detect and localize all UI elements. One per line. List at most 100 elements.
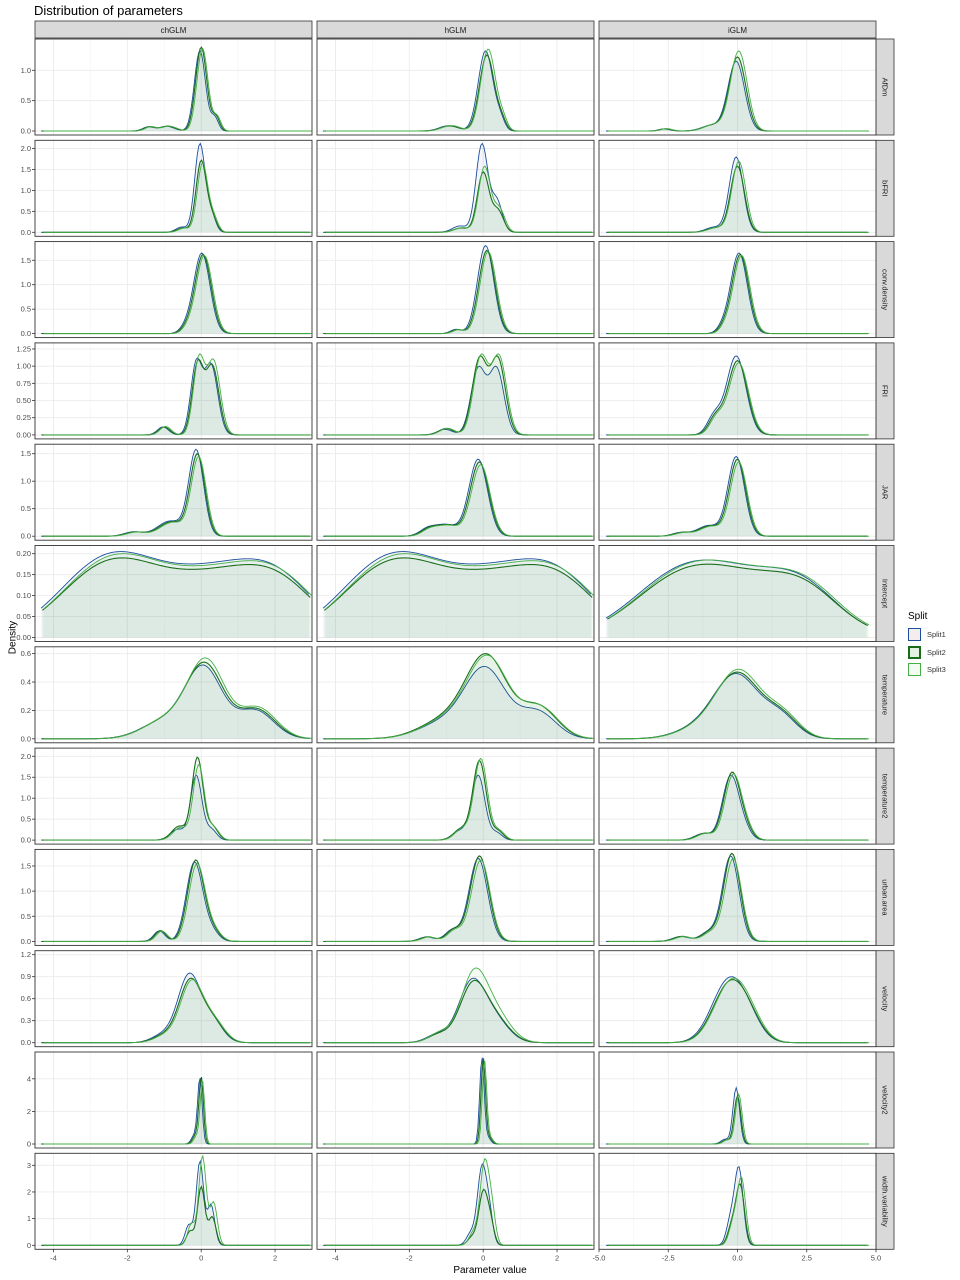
x-tick-label: -5.0 [593, 1253, 606, 1262]
y-tick-label: 0.50 [16, 396, 31, 405]
panel-intercept-iglm [598, 545, 877, 642]
y-tick-label: 1.0 [21, 280, 31, 289]
density-line-split3 [325, 464, 594, 537]
panel-background [35, 140, 312, 237]
facet-strip-label-velocity: velocity [881, 986, 890, 1011]
density-area-split3 [325, 655, 594, 739]
y-tick-label: 0 [27, 1140, 31, 1149]
panel-bfri-hglm [316, 139, 595, 237]
y-tick-label: 0.5 [21, 504, 31, 513]
panel-afdm-chglm: 0.0 0.5 1.0 [21, 38, 313, 136]
density-area-split2 [607, 672, 868, 739]
y-tick-label: 1.0 [21, 186, 31, 195]
density-line-split3 [43, 657, 312, 740]
panel-velocity-iglm [598, 950, 877, 1048]
y-tick-label: 0.00 [16, 633, 31, 642]
y-tick-label: 0.0 [21, 228, 31, 237]
legend-item-split1: Split1 [908, 626, 946, 644]
panel-jar-chglm: 0.0 0.5 1.0 1.5 [21, 443, 313, 541]
density-area-split2 [324, 557, 593, 638]
density-area-split3 [325, 967, 594, 1043]
y-tick-label: 2.0 [21, 752, 31, 761]
density-line-split2 [324, 557, 593, 611]
y-tick-label: 0.2 [21, 706, 31, 715]
density-line-split3 [608, 1176, 869, 1246]
y-tick-label: 0.3 [21, 1016, 31, 1025]
density-area-split1 [606, 673, 867, 739]
legend-title: Split [908, 611, 928, 622]
panel-jar-hglm [316, 443, 595, 541]
facet-strip-label-urban-area: urban.area [881, 879, 890, 916]
y-tick-label: 0.6 [21, 649, 31, 658]
panel-background [35, 646, 312, 743]
y-tick-label: 1.0 [21, 794, 31, 803]
x-tick-label: -4 [332, 1253, 339, 1262]
panel-border [598, 38, 877, 136]
density-area-split2 [607, 459, 868, 537]
density-area-split3 [608, 1177, 869, 1246]
facet-header-label-chglm: chGLM [161, 26, 187, 35]
x-tick-label: 2 [555, 1253, 559, 1262]
panel-border [316, 950, 595, 1048]
panel-border [598, 241, 877, 339]
panel-fri-iglm [598, 342, 877, 440]
panel-temperature2-iglm [598, 747, 877, 845]
facet-strip-label-intercept: Intercept [881, 579, 890, 609]
panel-temperature-chglm: 0.0 0.2 0.4 0.6 [21, 646, 313, 744]
panel-border [316, 443, 595, 541]
panel-conv-density-chglm: 0.0 0.5 1.0 1.5 [21, 241, 313, 338]
density-area-split2 [607, 564, 868, 638]
density-area-split3 [608, 858, 869, 942]
density-area-split2 [607, 360, 868, 435]
legend-label-split2: Split2 [927, 647, 946, 657]
facet-header-iglm [598, 20, 877, 39]
panel-background [35, 444, 312, 541]
panel-background [35, 241, 312, 338]
panel-border [316, 241, 595, 339]
legend-label-split1: Split1 [927, 630, 946, 640]
panel-background [317, 342, 594, 439]
panel-background [35, 1052, 312, 1148]
panel-background [35, 39, 312, 135]
density-area-split2 [607, 1095, 868, 1144]
panel-background [317, 39, 594, 135]
legend-key-split3 [908, 663, 921, 677]
y-tick-label: 0.6 [21, 994, 31, 1003]
panel-velocity-hglm [316, 950, 595, 1048]
density-area-split3 [43, 553, 312, 638]
density-line-split3 [608, 977, 869, 1044]
y-tick-label: 2 [27, 1107, 31, 1116]
x-tick-label: -2.5 [662, 1253, 675, 1262]
density-line-split3 [325, 48, 594, 132]
panel-temperature2-chglm: 0.0 0.5 1.0 1.5 2.0 [21, 747, 313, 845]
facet-strip-label-temperature: temperature [881, 675, 890, 715]
density-line-split3 [325, 967, 594, 1044]
density-area-split2 [42, 978, 311, 1043]
panel-border [34, 646, 313, 744]
panel-background [317, 748, 594, 845]
panel-bfri-iglm [598, 139, 877, 237]
density-line-split3 [43, 1154, 312, 1246]
panel-border [316, 38, 595, 136]
y-tick-label: 1.0 [21, 887, 31, 896]
panel-velocity2-iglm [598, 1051, 877, 1149]
facet-strip-label-fri: FRI [881, 385, 890, 397]
facet-strip-label-temperature2: temperature2 [881, 774, 890, 819]
panel-urban-area-iglm [598, 848, 877, 946]
density-area-split2 [42, 662, 311, 739]
y-tick-label: 0.0 [21, 532, 31, 541]
legend: Split Split1 Split2 Split3 [908, 611, 946, 679]
density-area-split1 [323, 666, 591, 739]
y-tick-label: 1.5 [21, 165, 31, 174]
density-area-split1 [41, 551, 309, 638]
density-line-split3 [608, 50, 869, 132]
panel-width-variability-iglm: -5.0 -2.5 0.0 2.5 5.0 [593, 1152, 881, 1262]
y-tick-label: 2 [27, 1187, 31, 1196]
density-line-split2 [607, 563, 868, 627]
y-tick-label: 0.0 [21, 734, 31, 743]
legend-label-split3: Split3 [927, 665, 946, 675]
y-tick-label: 0.0 [21, 127, 31, 136]
density-line-split3 [43, 979, 312, 1044]
panel-jar-iglm [598, 443, 877, 541]
panel-background [317, 241, 594, 338]
